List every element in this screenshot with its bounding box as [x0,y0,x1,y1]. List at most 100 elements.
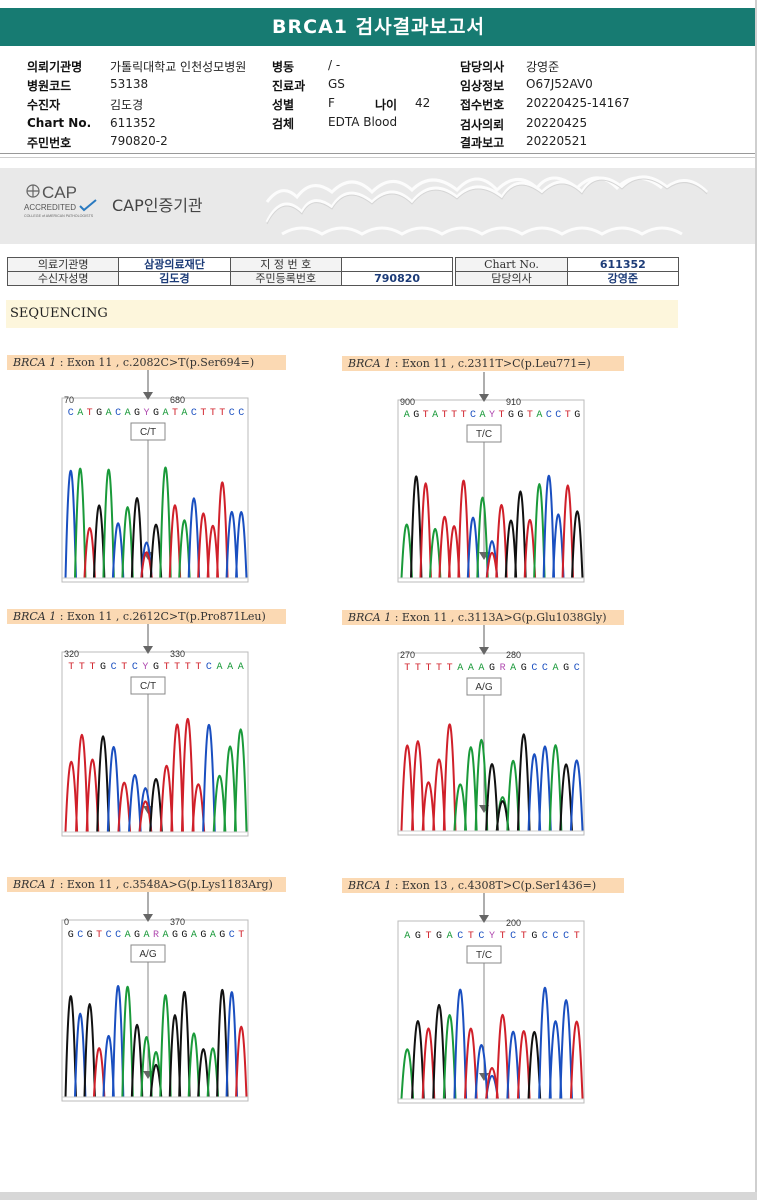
base-letter: A [238,662,244,673]
chromatogram-peak [476,496,489,579]
value-report-date: 20220521 [526,134,588,148]
base-letter: A [468,663,474,674]
chromatogram-peak [159,466,172,579]
gene-name: BRCA 1 [13,878,57,891]
label-cell: 수신자성명 [6,271,120,286]
chromatogram-peak [235,1025,248,1098]
pointer-arrow-icon [143,646,153,654]
chromatogram-peak [495,1013,510,1100]
value-requesting-institution: 가톨릭대학교 인천성모병원 [110,60,247,74]
base-letter: T [498,410,504,421]
base-letter: T [442,410,448,421]
base-letter: T [423,410,429,421]
chromatogram-peak [197,512,210,579]
gene-name: BRCA 1 [348,879,392,892]
base-letter: G [521,663,527,674]
value-cell: 강영준 [566,271,680,286]
value-receipt-number: 20220425-14167 [526,96,630,110]
chromatogram-peak [121,985,134,1098]
allele-call-label: T/C [476,429,492,440]
chromatogram-peak [504,519,518,579]
base-letter: G [134,930,140,941]
chromatogram-peak [474,1044,489,1100]
chromatogram-peak [223,745,237,833]
base-letter: T [87,408,93,419]
base-letter: G [563,663,569,674]
base-letter: A [447,931,453,942]
chromatogram-peak [74,1012,87,1098]
chromatogram-peak [83,1003,96,1098]
base-letter: C [555,410,561,421]
base-letter: A [553,663,559,674]
base-letter: C [68,408,74,419]
base-letter: G [508,410,514,421]
allele-call-label: A/G [475,682,492,693]
value-cell [340,257,454,272]
chromatogram-peak [92,504,106,579]
base-letter: T [425,663,431,674]
base-letter: T [451,410,457,421]
label-requesting-institution: 의뢰기관명 [27,60,83,74]
chromatogram-peak [421,1027,436,1100]
pointer-arrow-icon [479,647,489,655]
chromatogram-peak [225,510,238,579]
chromatogram-peak [92,1047,106,1098]
chromatogram-peak [130,497,144,579]
value-sex: F [328,96,335,110]
chromatogram-peak [159,994,172,1098]
base-letter: Y [144,408,150,419]
variant-label: BRCA 1 : Exon 11 , c.2311T>C(p.Leu771=) [342,356,624,371]
chromatogram-peak [159,764,174,833]
chromatogram-peak [170,723,184,833]
position-number: 270 [400,650,415,660]
chromatogram-peak [411,1020,425,1100]
chromatogram-peak [527,1030,542,1100]
chromatogram-peak [559,763,573,832]
value-cell: 611352 [566,257,680,272]
cap-certified-label: CAP인증기관 [112,196,203,215]
position-number: 200 [506,918,521,928]
chromatogram-peak [432,1003,446,1100]
label-request-date: 검사의뢰 [460,118,505,132]
base-letter: A [404,931,410,942]
cap-emblem-icon [26,184,40,198]
base-letter: G [153,408,159,419]
chromatogram-peak [168,504,182,579]
base-letter: A [181,408,187,419]
chromatogram-peak [187,497,201,579]
value-resident-number: 790820-2 [110,134,168,148]
base-letter: G [134,408,140,419]
base-letter: G [489,663,495,674]
chromatogram-peak [96,735,110,833]
chromatogram-peak [569,1020,584,1100]
chromatogram-peak [457,479,470,579]
position-number: 280 [506,650,521,660]
base-letter: T [521,931,527,942]
chromatogram-peak [464,1027,478,1100]
variant-label: BRCA 1 : Exon 11 , c.3548A>G(p.Lys1183Ar… [7,877,286,892]
chromatogram-peak [400,1048,415,1100]
cloud-pattern-decoration [265,175,709,236]
label-cell: 담당의사 [455,271,568,286]
base-letter: C [478,931,484,942]
base-letter: G [68,930,74,941]
table-row: 수신자성명 김도경 주민등록번호 790820 담당의사 강영준 [6,271,680,286]
gap-cell [452,257,457,272]
base-letter: C [229,408,235,419]
position-number: 900 [400,397,415,407]
base-letter: T [121,662,127,673]
base-letter: Y [489,931,495,942]
value-physician: 강영준 [526,60,560,74]
chromatogram-peak [453,988,468,1100]
chromatogram-peak [178,519,191,579]
chromatogram-peak [485,762,499,832]
label-chart-no: Chart No. [27,116,92,130]
base-letter: A [217,662,223,673]
chromatogram-peak [527,753,542,832]
base-letter: G [200,930,206,941]
chromatogram-peak [495,504,508,579]
base-letter: T [219,408,225,419]
allele-call-label: T/C [476,950,492,961]
chromatogram-peak [548,744,563,832]
